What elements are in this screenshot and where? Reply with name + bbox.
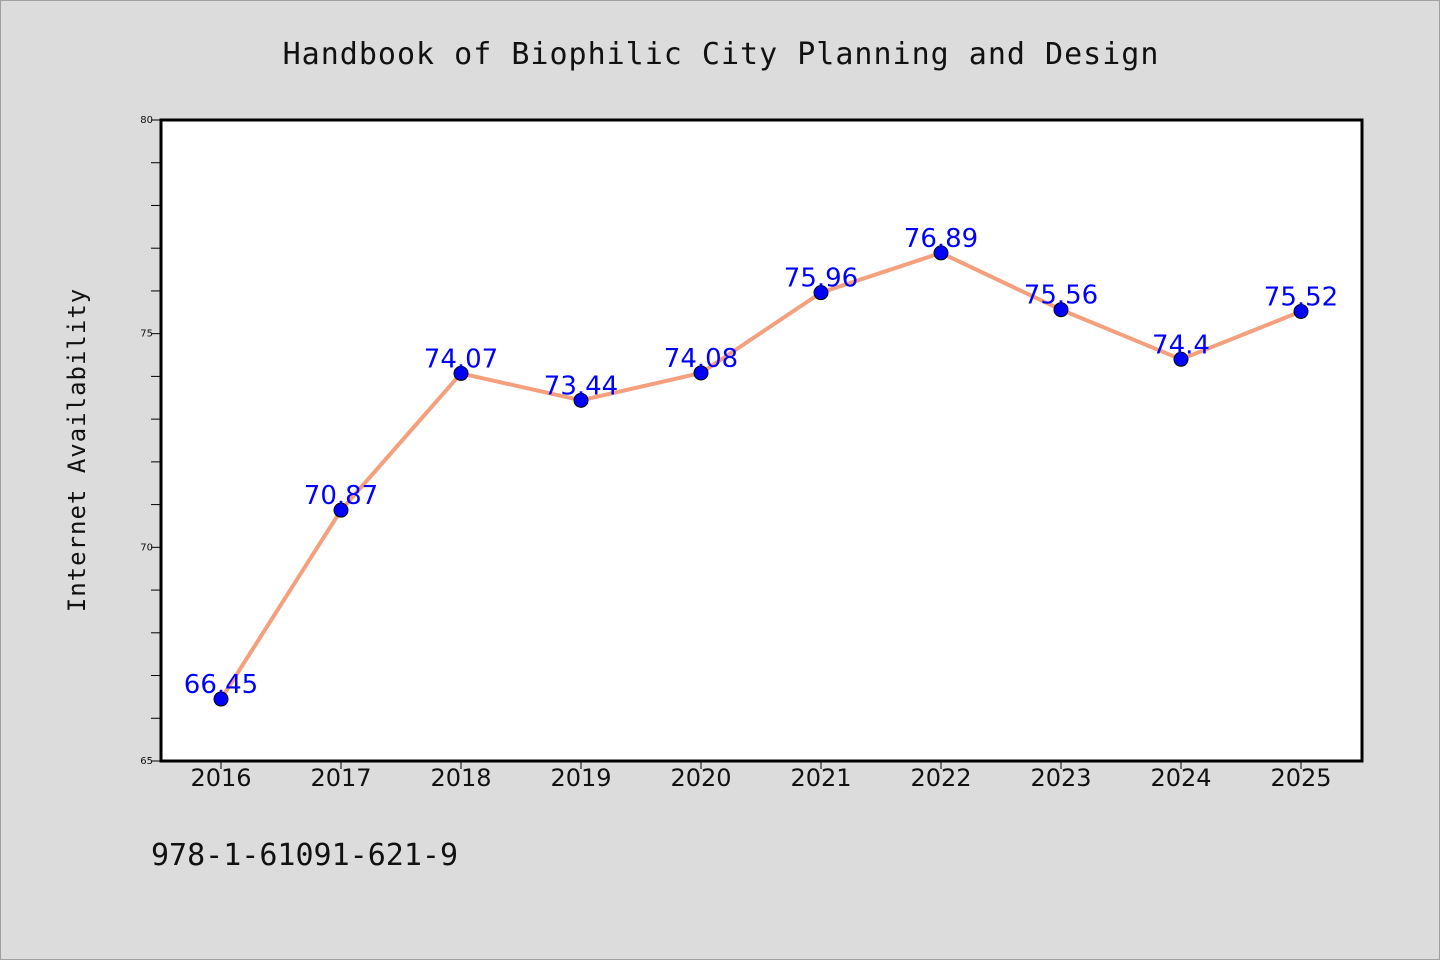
data-point-label: 70.87: [304, 481, 378, 511]
x-tick-label: 2016: [190, 764, 251, 792]
data-point-marker: [1293, 303, 1309, 319]
x-tick-label: 2025: [1270, 764, 1331, 792]
chart-title: Handbook of Biophilic City Planning and …: [283, 37, 1160, 72]
data-point-marker: [813, 285, 829, 301]
y-tick-label: 70: [140, 542, 153, 553]
y-tick-label: 75: [140, 329, 153, 340]
x-tick-label: 2020: [670, 764, 731, 792]
data-point-label: 74.07: [424, 344, 498, 374]
y-axis-ticks: [151, 119, 161, 762]
data-point-marker: [213, 691, 229, 707]
data-point-marker: [933, 245, 949, 261]
data-point-label: 66.45: [184, 670, 258, 700]
data-point-label: 75.56: [1024, 281, 1098, 311]
data-point-marker: [1053, 302, 1069, 318]
series-data-labels-group: 66.45 70.87 74.07 73.44 74.08 75.96 76.89 75.56…: [184, 224, 1338, 700]
data-point-marker: [1173, 351, 1189, 367]
data-point-label: 75.96: [784, 264, 858, 294]
plot-area: [159, 118, 1364, 763]
data-point-label: 74.4: [1152, 330, 1210, 360]
data-point-marker: [333, 502, 349, 518]
series-line-group: [219, 250, 1303, 702]
data-point-label: 76.89: [904, 224, 978, 254]
y-tick-label: 80: [140, 115, 153, 126]
x-tick-label: 2018: [430, 764, 491, 792]
x-axis-ticks: [220, 761, 1302, 769]
y-axis-tick-labels: 65 70 75 80: [140, 115, 153, 767]
data-point-label: 75.52: [1264, 282, 1338, 312]
x-tick-label: 2022: [910, 764, 971, 792]
x-tick-label: 2019: [550, 764, 611, 792]
y-axis-label: Internet Availability: [63, 288, 91, 612]
data-point-marker: [573, 392, 589, 408]
data-point-label: 74.08: [664, 344, 738, 374]
x-tick-label: 2023: [1030, 764, 1091, 792]
y-tick-label: 65: [140, 756, 153, 767]
series-line: [219, 250, 1303, 702]
x-tick-label: 2024: [1150, 764, 1211, 792]
data-point-marker: [693, 365, 709, 381]
data-point-label: 73.44: [544, 371, 618, 401]
x-tick-label: 2021: [790, 764, 851, 792]
data-point-marker: [453, 365, 469, 381]
series-markers-group: [213, 245, 1309, 707]
x-axis-tick-labels: 2016 2017 2018 2019 2020 2021 2022 2023 2024 2025: [190, 764, 1331, 792]
x-tick-label: 2017: [310, 764, 371, 792]
isbn-footer: 978-1-61091-621-9: [151, 838, 458, 873]
